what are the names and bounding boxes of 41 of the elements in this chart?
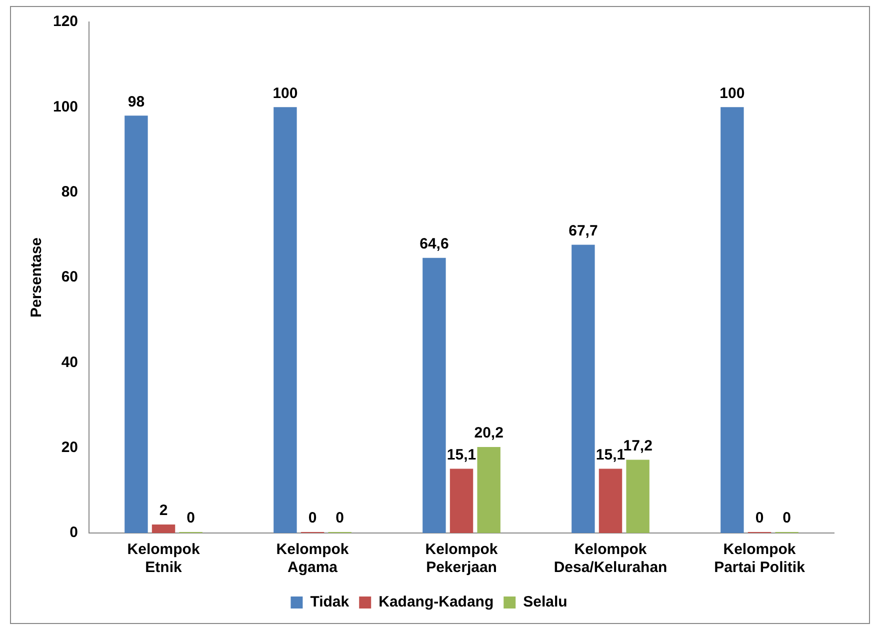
data-label: 100 [272, 84, 298, 102]
bar [152, 524, 176, 533]
legend-label: Selalu [523, 594, 568, 611]
data-label: 100 [720, 84, 745, 102]
data-label: 15,1 [596, 446, 626, 464]
data-label: 20,2 [474, 424, 504, 442]
data-label: 98 [128, 93, 145, 110]
bar [572, 244, 595, 533]
y-tick-label: 100 [52, 98, 78, 116]
bar [626, 460, 650, 533]
bar [124, 116, 148, 533]
y-tick-label: 0 [70, 524, 78, 542]
bar [450, 468, 474, 533]
data-label: 2 [159, 502, 168, 520]
x-tick-label: Kelompok Desa/Kelurahan [554, 541, 668, 576]
data-label: 0 [755, 510, 764, 527]
x-tick-label: Kelompok Etnik [127, 541, 200, 576]
data-label: 17,2 [623, 437, 652, 454]
legend-label: Tidak [310, 594, 350, 611]
bar [720, 107, 744, 533]
data-label: 0 [336, 510, 344, 527]
y-axis-title: Persentase [28, 237, 46, 318]
bar [274, 107, 297, 533]
data-label: 64,6 [420, 236, 449, 253]
y-tick-label: 120 [52, 13, 78, 30]
y-tick-label: 80 [61, 183, 78, 200]
y-tick-label: 60 [61, 268, 78, 286]
y-tick-label: 20 [61, 438, 78, 456]
data-label: 0 [782, 510, 791, 527]
data-label: 15,1 [446, 446, 476, 464]
data-label: 0 [308, 510, 317, 527]
bar [598, 468, 622, 533]
data-label: 67,7 [568, 222, 598, 240]
x-tick-label: Kelompok Pekerjaan [425, 541, 498, 576]
x-tick-label: Kelompok Agama [276, 541, 350, 576]
y-tick-label: 40 [61, 354, 78, 371]
bar [422, 258, 446, 533]
x-tick-label: Kelompok Partai Politik [714, 541, 806, 576]
bar [477, 446, 500, 533]
data-label: 0 [186, 510, 196, 527]
legend-label: Kadang-Kadang [378, 594, 494, 611]
